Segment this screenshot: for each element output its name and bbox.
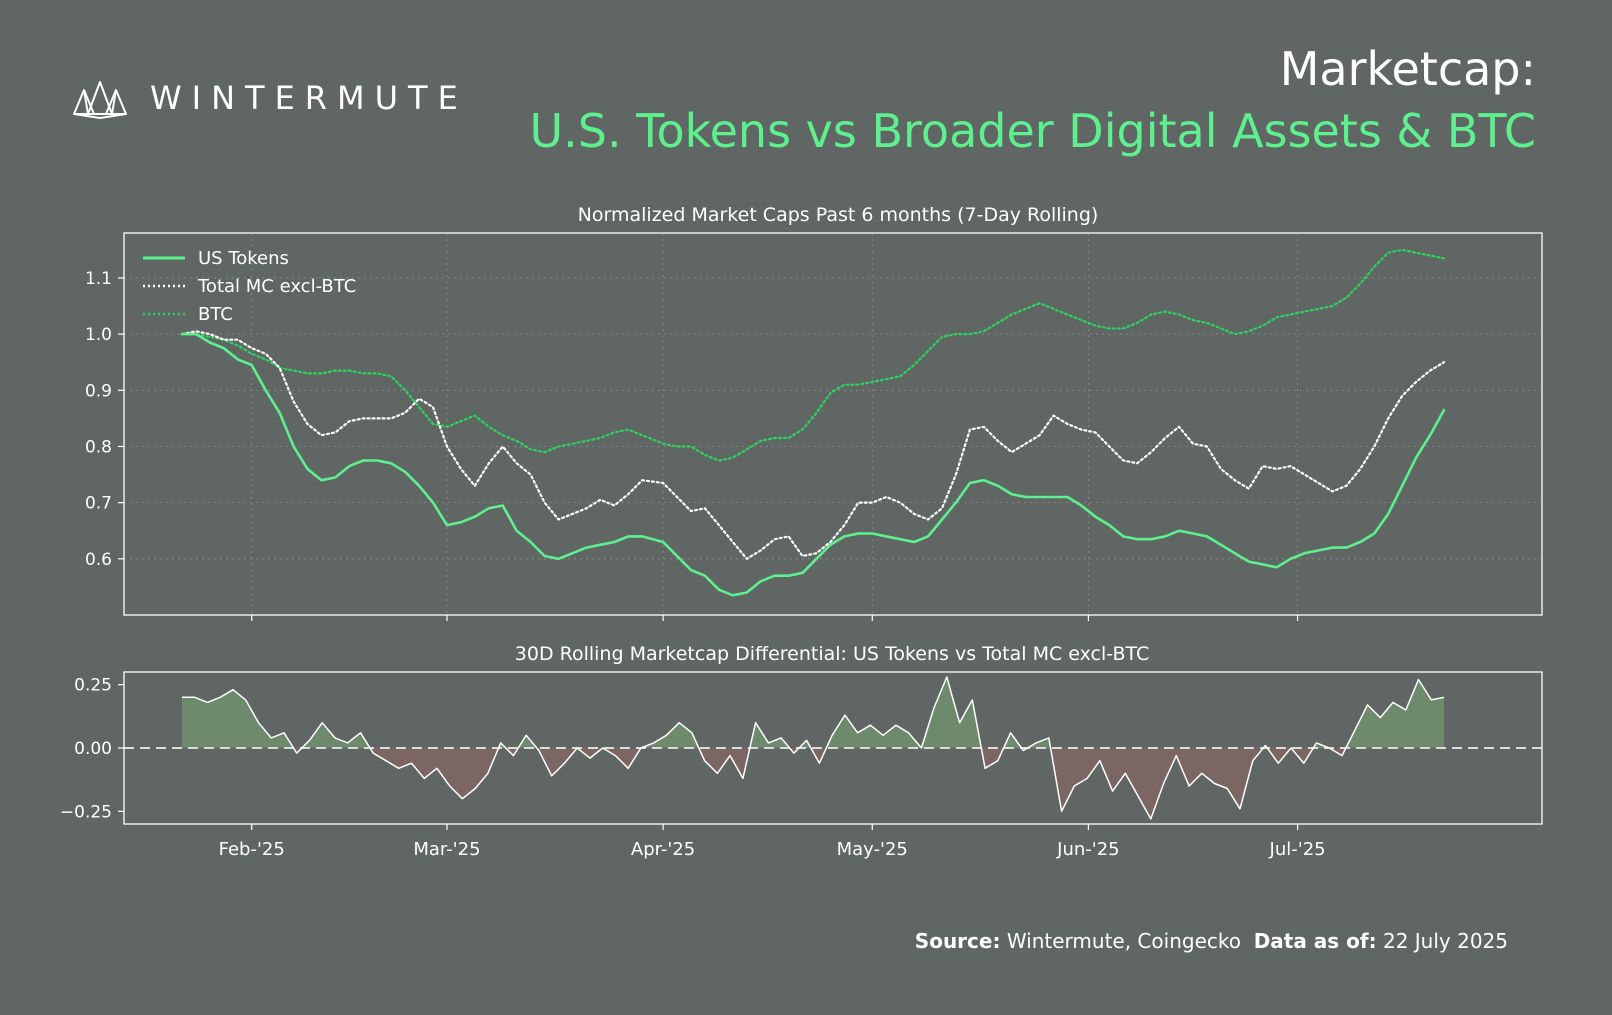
top-y-axis: 0.6 0.7 0.8 0.9 1.0 1.1 [85,269,124,570]
legend-label: BTC [198,304,233,325]
bottom-ytick-label: 0.25 [74,676,112,696]
positive-area [182,689,294,748]
brand: WINTERMUTE [72,74,468,122]
bottom-series [124,676,1542,820]
bottom-ytick-label: −0.25 [60,802,112,822]
bottom-x-axis: Feb-'25 Mar-'25 Apr-'25 May-'25 Jun-'25 Jul-'… [219,824,1326,860]
series-line-btc [180,248,1446,462]
top-ytick-label: 1.1 [85,269,112,289]
top-legend: US Tokens Total MC excl-BTC BTC [143,248,356,325]
differential-line [182,676,1445,820]
xtick-label: Apr-'25 [631,839,695,860]
series-line-total-mc-excl-btc [180,330,1446,560]
page-title: Marketcap: [1279,42,1536,96]
chart-top-title: Normalized Market Caps Past 6 months (7-… [578,204,1099,226]
positive-area [826,677,982,748]
negative-area [1267,748,1291,764]
chart-bottom-title: 30D Rolling Marketcap Differential: US T… [515,643,1149,665]
negative-area [810,748,827,764]
positive-area [640,722,699,748]
top-ytick-label: 1.0 [85,325,112,345]
positive-area [518,735,537,748]
xtick-label: May-'25 [837,839,908,860]
negative-area [789,748,799,754]
bottom-ytick-label: 0.00 [74,739,112,759]
footer-source: Source: Wintermute, Coingecko Data as of… [915,929,1508,953]
top-ytick-label: 0.9 [85,381,112,401]
positive-area [749,722,790,748]
negative-area [1291,748,1314,764]
negative-area [536,748,578,776]
chart-top: Normalized Market Caps Past 6 months (7-… [85,204,1543,621]
top-series [180,248,1446,597]
negative-area [577,748,603,759]
negative-area [981,748,1004,769]
positive-area [799,740,811,748]
xtick-label: Jul-'25 [1269,839,1326,860]
date-value: 22 July 2025 [1382,929,1508,953]
date-label: Data as of: [1253,929,1377,953]
bottom-fill [182,677,1444,819]
wintermute-logo-icon [73,81,127,119]
page-subtitle: U.S. Tokens vs Broader Digital Assets & … [529,104,1536,158]
top-ytick-label: 0.6 [85,550,112,570]
positive-area [301,722,370,748]
xtick-label: Mar-'25 [413,839,480,860]
chart-bottom: 30D Rolling Marketcap Differential: US T… [60,643,1543,860]
negative-area [370,748,499,799]
source-value: Wintermute, Coingecko [1006,929,1241,953]
top-ytick-label: 0.8 [85,437,112,457]
negative-area [505,748,519,756]
xtick-label: Jun-'25 [1056,839,1119,860]
series-line-us-tokens [180,332,1446,597]
xtick-label: Feb-'25 [219,839,285,860]
bottom-y-axis: 0.25 0.00 −0.25 [60,676,124,822]
source-label: Source: [914,929,1001,953]
negative-area [1050,748,1264,819]
positive-area [1003,732,1022,748]
positive-area [1345,679,1444,748]
positive-area [1027,737,1051,748]
brand-name: WINTERMUTE [150,79,468,117]
legend-label: Total MC excl-BTC [197,276,356,297]
top-ytick-label: 0.7 [85,494,112,514]
top-x-axis [251,615,1299,621]
top-plot-frame [123,232,1543,616]
legend-label: US Tokens [198,248,289,269]
